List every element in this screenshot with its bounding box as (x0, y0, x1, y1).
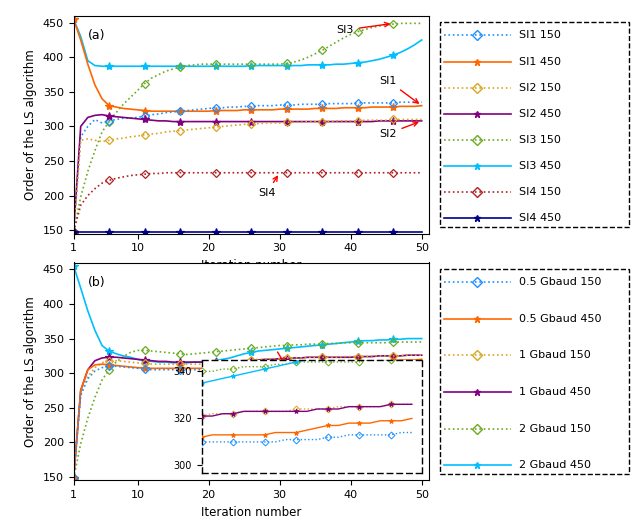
Y-axis label: Order of the LS algorithm: Order of the LS algorithm (24, 49, 37, 200)
Text: SI2 450: SI2 450 (518, 109, 561, 119)
X-axis label: Iteration number: Iteration number (201, 259, 301, 272)
X-axis label: Iteration number: Iteration number (201, 506, 301, 519)
Text: 2 Gbaud 450: 2 Gbaud 450 (518, 460, 591, 470)
Text: 0.5 Gbaud 150: 0.5 Gbaud 150 (518, 277, 601, 287)
Y-axis label: Order of the LS algorithm: Order of the LS algorithm (24, 296, 37, 447)
Text: 1 Gbaud 450: 1 Gbaud 450 (518, 387, 591, 397)
Text: SI1: SI1 (379, 76, 418, 103)
Text: (b): (b) (88, 276, 106, 289)
Text: SI1 150: SI1 150 (518, 30, 561, 40)
Text: SI4: SI4 (259, 176, 277, 197)
Text: SI4 150: SI4 150 (518, 187, 561, 197)
Text: SI4 450: SI4 450 (518, 213, 561, 223)
Text: SI1 450: SI1 450 (518, 57, 561, 67)
Text: SI2 150: SI2 150 (518, 82, 561, 92)
Text: SI2: SI2 (379, 122, 418, 139)
Text: SI3: SI3 (337, 23, 389, 35)
Text: SI3 450: SI3 450 (518, 161, 561, 171)
Text: 0.5 Gbaud 450: 0.5 Gbaud 450 (518, 314, 601, 324)
Text: (a): (a) (88, 29, 106, 42)
Text: 1 Gbaud 150: 1 Gbaud 150 (518, 350, 590, 360)
Text: SI3 150: SI3 150 (518, 135, 561, 145)
Text: 2 Gbaud 150: 2 Gbaud 150 (518, 424, 591, 434)
